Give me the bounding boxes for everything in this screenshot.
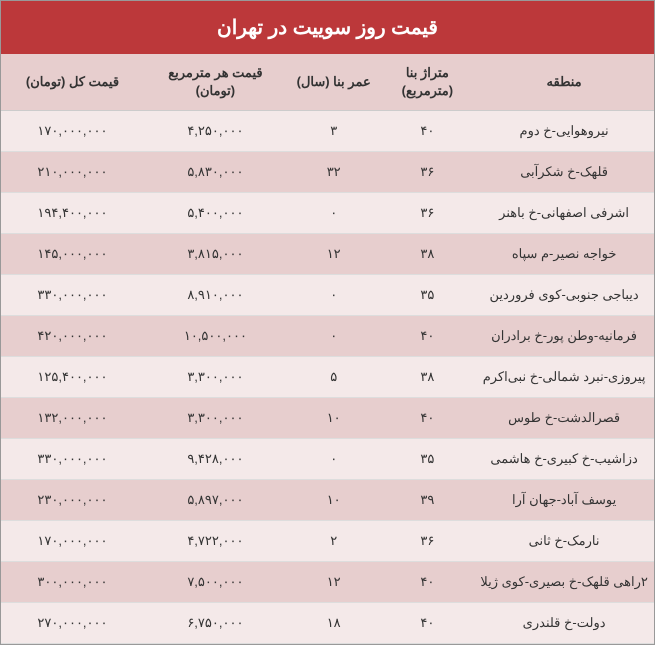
cell-area: ۳۵: [381, 275, 475, 316]
cell-area: ۳۸: [381, 234, 475, 275]
cell-age: ۱۲: [287, 234, 381, 275]
cell-age: ۱۲: [287, 562, 381, 603]
cell-area: ۳۸: [381, 357, 475, 398]
cell-age: ۵: [287, 357, 381, 398]
cell-age: ۳: [287, 111, 381, 152]
cell-ppm: ۵,۸۹۷,۰۰۰: [144, 480, 287, 521]
cell-total: ۳۰۰,۰۰۰,۰۰۰: [1, 562, 144, 603]
cell-total: ۴۲۰,۰۰۰,۰۰۰: [1, 316, 144, 357]
cell-total: ۳۳۰,۰۰۰,۰۰۰: [1, 275, 144, 316]
cell-total: ۱۳۲,۰۰۰,۰۰۰: [1, 398, 144, 439]
table-row: یوسف آباد-جهان آرا۳۹۱۰۵,۸۹۷,۰۰۰۲۳۰,۰۰۰,۰…: [1, 480, 654, 521]
cell-total: ۱۲۵,۴۰۰,۰۰۰: [1, 357, 144, 398]
cell-area: ۳۶: [381, 152, 475, 193]
cell-total: ۱۷۰,۰۰۰,۰۰۰: [1, 521, 144, 562]
cell-region: قلهک-خ شکرآبی: [474, 152, 654, 193]
cell-area: ۳۶: [381, 521, 475, 562]
cell-area: ۴۰: [381, 562, 475, 603]
table-row: خواجه نصیر-م سپاه۳۸۱۲۳,۸۱۵,۰۰۰۱۴۵,۰۰۰,۰۰…: [1, 234, 654, 275]
cell-ppm: ۹,۴۲۸,۰۰۰: [144, 439, 287, 480]
col-header-age: عمر بنا (سال): [287, 54, 381, 111]
cell-area: ۴۰: [381, 398, 475, 439]
price-table: منطقه متراژ بنا (مترمربع) عمر بنا (سال) …: [1, 54, 654, 644]
cell-region: یوسف آباد-جهان آرا: [474, 480, 654, 521]
cell-age: ۳۲: [287, 152, 381, 193]
cell-total: ۱۹۴,۴۰۰,۰۰۰: [1, 193, 144, 234]
cell-region: اشرفی اصفهانی-خ باهنر: [474, 193, 654, 234]
cell-ppm: ۵,۴۰۰,۰۰۰: [144, 193, 287, 234]
cell-region: دیباجی جنوبی-کوی فروردین: [474, 275, 654, 316]
header-row: منطقه متراژ بنا (مترمربع) عمر بنا (سال) …: [1, 54, 654, 111]
cell-ppm: ۶,۷۵۰,۰۰۰: [144, 603, 287, 644]
cell-ppm: ۵,۸۳۰,۰۰۰: [144, 152, 287, 193]
cell-ppm: ۴,۲۵۰,۰۰۰: [144, 111, 287, 152]
cell-total: ۲۳۰,۰۰۰,۰۰۰: [1, 480, 144, 521]
cell-age: ۰: [287, 316, 381, 357]
cell-region: خواجه نصیر-م سپاه: [474, 234, 654, 275]
cell-region: نارمک-خ ثانی: [474, 521, 654, 562]
col-header-region: منطقه: [474, 54, 654, 111]
cell-region: نیروهوایی-خ دوم: [474, 111, 654, 152]
cell-age: ۱۰: [287, 398, 381, 439]
cell-total: ۳۳۰,۰۰۰,۰۰۰: [1, 439, 144, 480]
table-row: اشرفی اصفهانی-خ باهنر۳۶۰۵,۴۰۰,۰۰۰۱۹۴,۴۰۰…: [1, 193, 654, 234]
cell-ppm: ۸,۹۱۰,۰۰۰: [144, 275, 287, 316]
cell-total: ۲۷۰,۰۰۰,۰۰۰: [1, 603, 144, 644]
cell-area: ۳۵: [381, 439, 475, 480]
cell-age: ۱۰: [287, 480, 381, 521]
cell-region: فرمانیه-وطن پور-خ برادران: [474, 316, 654, 357]
cell-ppm: ۷,۵۰۰,۰۰۰: [144, 562, 287, 603]
table-row: ۲راهی قلهک-خ بصیری-کوی ژیلا۴۰۱۲۷,۵۰۰,۰۰۰…: [1, 562, 654, 603]
cell-total: ۱۴۵,۰۰۰,۰۰۰: [1, 234, 144, 275]
cell-area: ۴۰: [381, 111, 475, 152]
cell-area: ۳۶: [381, 193, 475, 234]
cell-region: ۲راهی قلهک-خ بصیری-کوی ژیلا: [474, 562, 654, 603]
cell-age: ۰: [287, 193, 381, 234]
cell-age: ۱۸: [287, 603, 381, 644]
cell-age: ۲: [287, 521, 381, 562]
cell-total: ۲۱۰,۰۰۰,۰۰۰: [1, 152, 144, 193]
price-table-container: قیمت روز سوییت در تهران منطقه متراژ بنا …: [0, 0, 655, 645]
table-row: نارمک-خ ثانی۳۶۲۴,۷۲۲,۰۰۰۱۷۰,۰۰۰,۰۰۰: [1, 521, 654, 562]
cell-ppm: ۴,۷۲۲,۰۰۰: [144, 521, 287, 562]
cell-total: ۱۷۰,۰۰۰,۰۰۰: [1, 111, 144, 152]
cell-ppm: ۳,۳۰۰,۰۰۰: [144, 357, 287, 398]
cell-ppm: ۳,۳۰۰,۰۰۰: [144, 398, 287, 439]
col-header-ppm: قیمت هر مترمربع (تومان): [144, 54, 287, 111]
cell-area: ۳۹: [381, 480, 475, 521]
table-title: قیمت روز سوییت در تهران: [1, 1, 654, 54]
cell-area: ۴۰: [381, 603, 475, 644]
table-row: دولت-خ قلندری۴۰۱۸۶,۷۵۰,۰۰۰۲۷۰,۰۰۰,۰۰۰: [1, 603, 654, 644]
cell-region: دزاشیب-خ کبیری-خ هاشمی: [474, 439, 654, 480]
table-row: قصرالدشت-خ طوس۴۰۱۰۳,۳۰۰,۰۰۰۱۳۲,۰۰۰,۰۰۰: [1, 398, 654, 439]
table-row: فرمانیه-وطن پور-خ برادران۴۰۰۱۰,۵۰۰,۰۰۰۴۲…: [1, 316, 654, 357]
cell-age: ۰: [287, 439, 381, 480]
table-row: دزاشیب-خ کبیری-خ هاشمی۳۵۰۹,۴۲۸,۰۰۰۳۳۰,۰۰…: [1, 439, 654, 480]
cell-region: دولت-خ قلندری: [474, 603, 654, 644]
table-row: نیروهوایی-خ دوم۴۰۳۴,۲۵۰,۰۰۰۱۷۰,۰۰۰,۰۰۰: [1, 111, 654, 152]
table-row: قلهک-خ شکرآبی۳۶۳۲۵,۸۳۰,۰۰۰۲۱۰,۰۰۰,۰۰۰: [1, 152, 654, 193]
cell-region: پیروزی-نبرد شمالی-خ نبی‌اکرم: [474, 357, 654, 398]
cell-area: ۴۰: [381, 316, 475, 357]
table-row: پیروزی-نبرد شمالی-خ نبی‌اکرم۳۸۵۳,۳۰۰,۰۰۰…: [1, 357, 654, 398]
cell-region: قصرالدشت-خ طوس: [474, 398, 654, 439]
col-header-area: متراژ بنا (مترمربع): [381, 54, 475, 111]
table-body: نیروهوایی-خ دوم۴۰۳۴,۲۵۰,۰۰۰۱۷۰,۰۰۰,۰۰۰قل…: [1, 111, 654, 644]
table-row: دیباجی جنوبی-کوی فروردین۳۵۰۸,۹۱۰,۰۰۰۳۳۰,…: [1, 275, 654, 316]
cell-ppm: ۳,۸۱۵,۰۰۰: [144, 234, 287, 275]
col-header-total: قیمت کل (تومان): [1, 54, 144, 111]
cell-ppm: ۱۰,۵۰۰,۰۰۰: [144, 316, 287, 357]
cell-age: ۰: [287, 275, 381, 316]
